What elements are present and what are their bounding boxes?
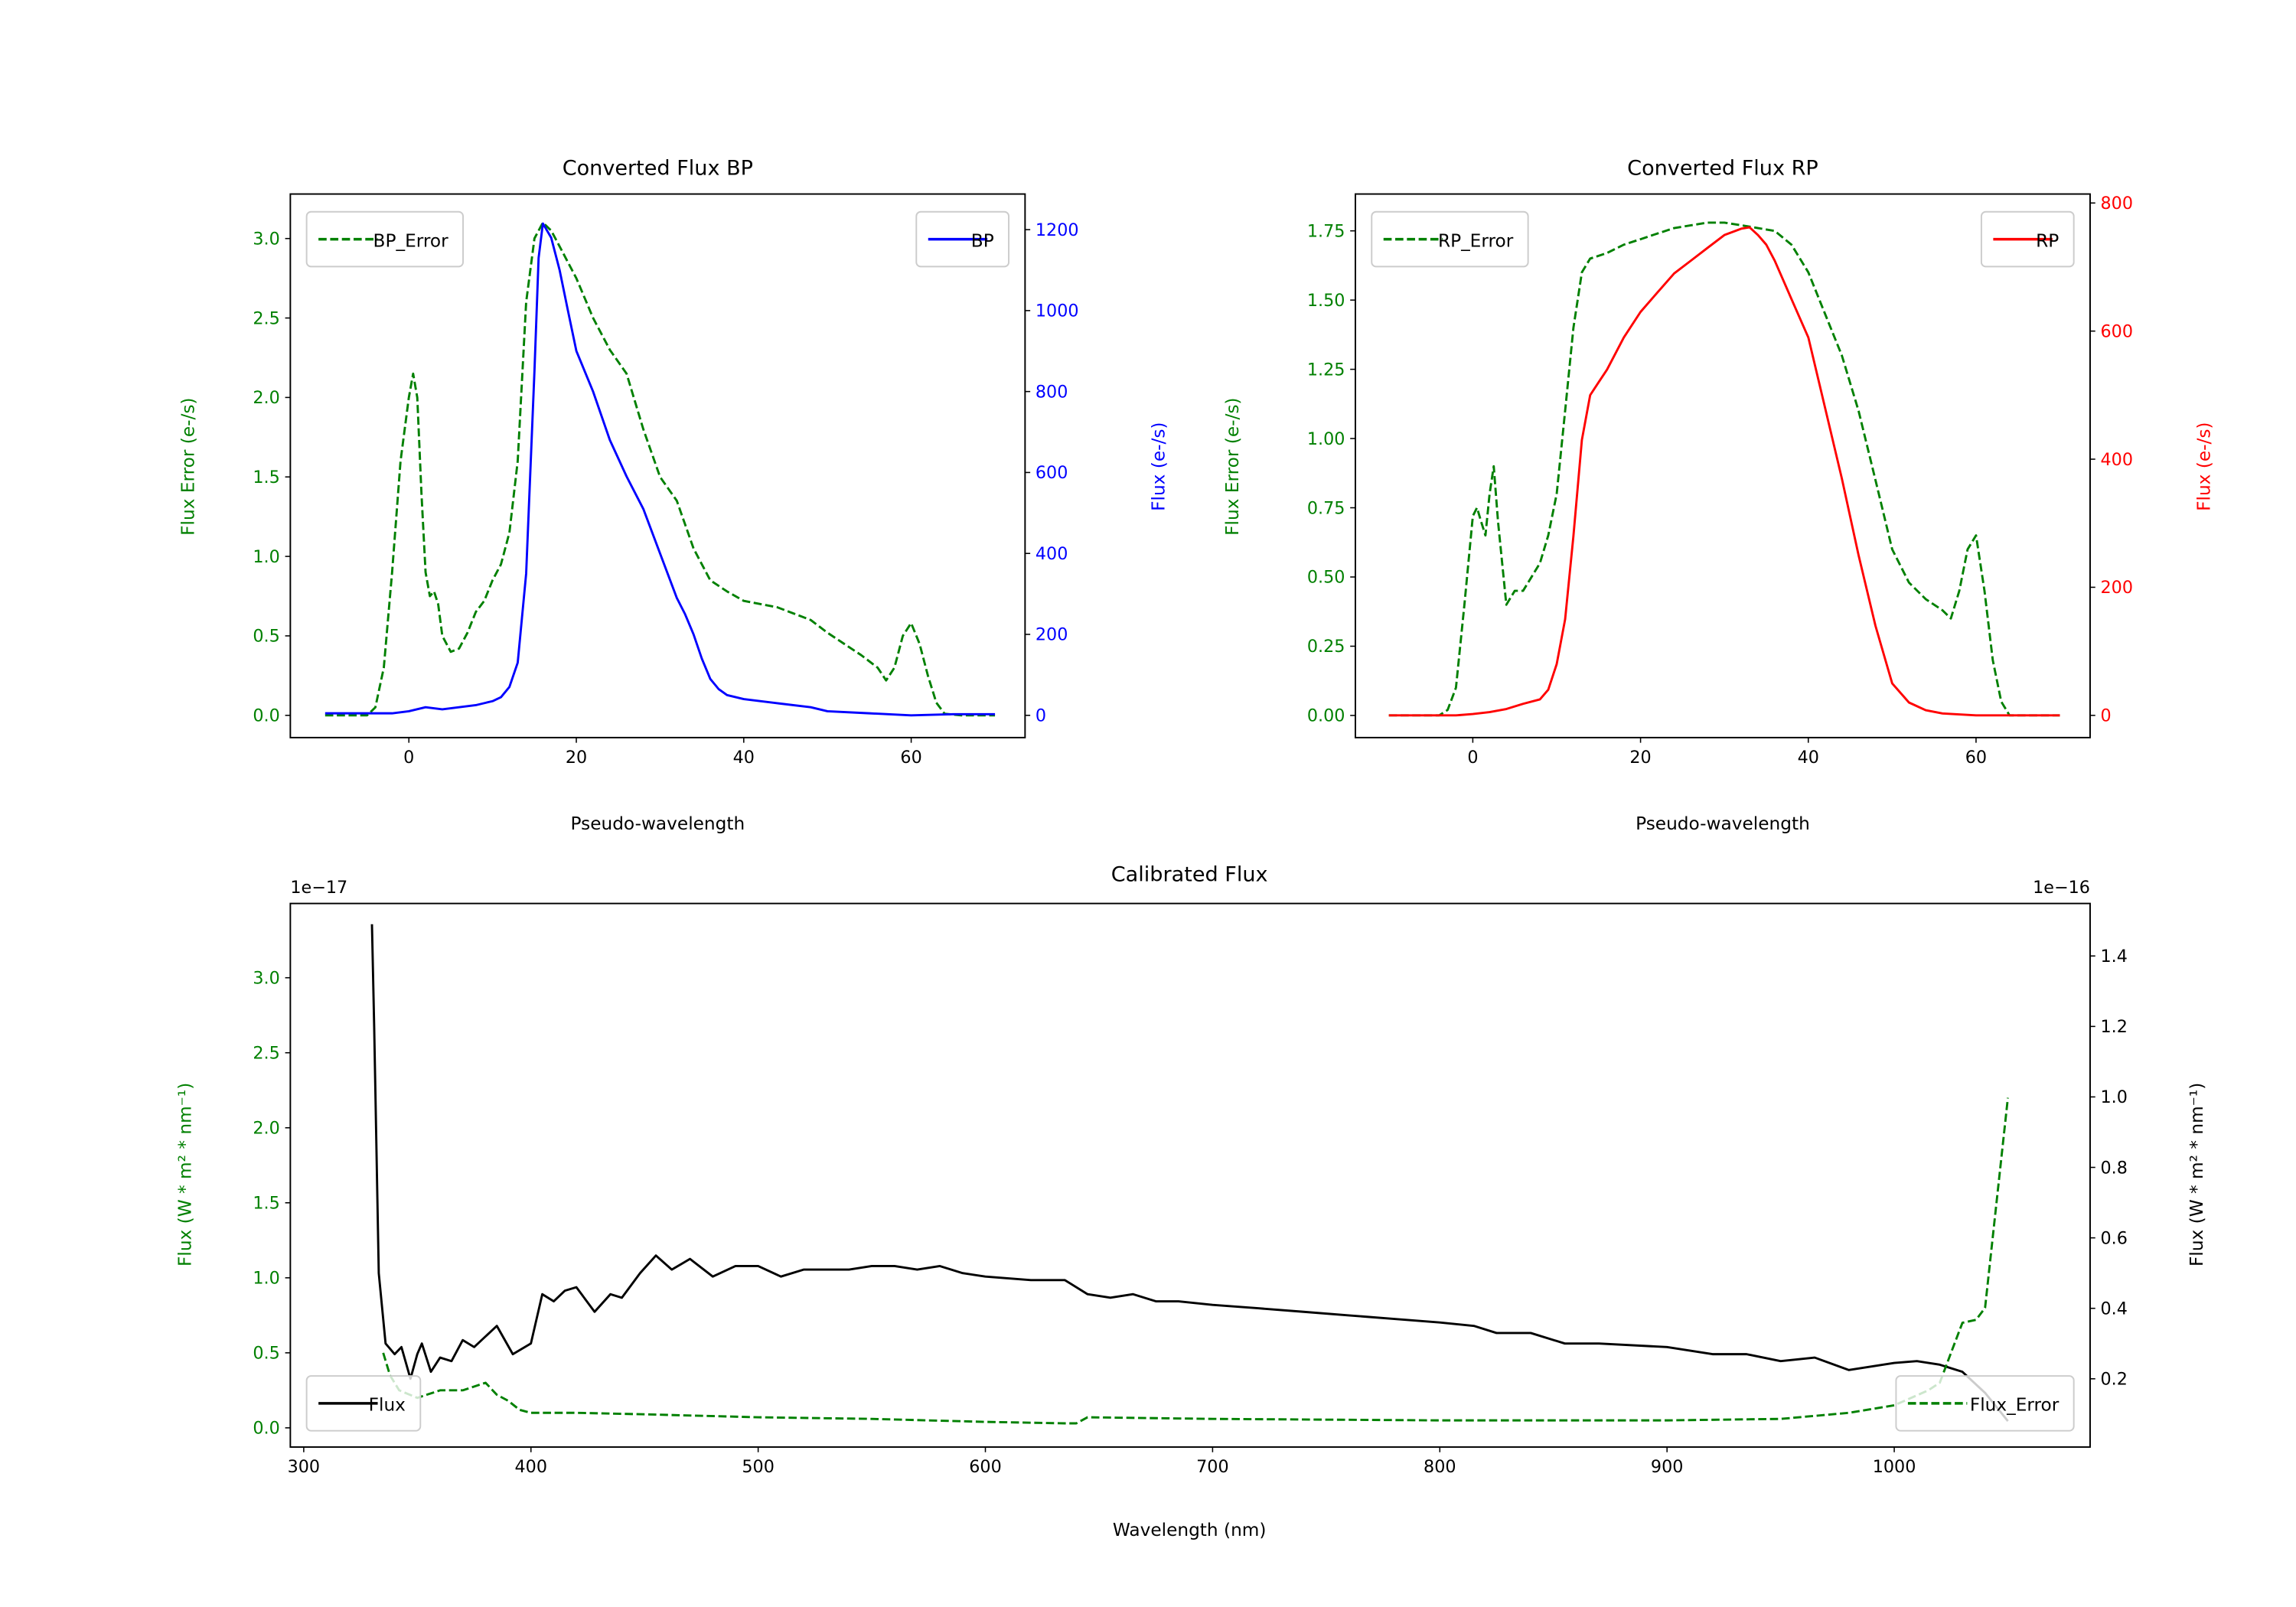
legend-box	[1895, 1375, 2075, 1432]
x-tick-label: 400	[515, 1457, 547, 1477]
x-tick-label: 40	[1798, 748, 1819, 768]
y-axis-label-right: Flux (e-/s)	[1148, 422, 1169, 511]
x-tick-label: 0	[1467, 748, 1478, 768]
axes-frame	[1355, 193, 2091, 738]
y-tick-label-right: 1.4	[2101, 947, 2128, 966]
y-tick-label-left: 0.75	[1307, 498, 1345, 518]
y-tick-label-left: 1.75	[1307, 221, 1345, 241]
chart-title: Calibrated Flux	[1111, 863, 1268, 887]
legend-label: BP	[971, 230, 994, 251]
legend-box	[305, 210, 464, 268]
legend-bp-error: BP_Error	[305, 210, 464, 268]
legend-rp-error: RP_Error	[1371, 210, 1529, 268]
chart-title: Converted Flux BP	[563, 156, 753, 180]
y-tick-label-left: 0.0	[253, 1419, 279, 1439]
legend-flux-error: Flux_Error	[1895, 1375, 2075, 1432]
x-tick-label: 700	[1196, 1457, 1228, 1477]
x-tick-label: 60	[1965, 748, 1987, 768]
x-tick-label: 1000	[1873, 1457, 1916, 1477]
legend-bp: BP	[915, 210, 1010, 268]
y-tick-label-left: 0.00	[1307, 706, 1345, 726]
x-tick-label: 800	[1424, 1457, 1456, 1477]
y-axis-label-left: Flux Error (e-/s)	[178, 398, 199, 536]
x-tick-label: 300	[288, 1457, 320, 1477]
y-tick-label-left: 0.25	[1307, 637, 1345, 657]
y-axis-label-right: Flux (e-/s)	[2194, 422, 2215, 511]
subplot-calibrated: Calibrated Flux Wavelength (nm) Flux (W …	[175, 863, 2207, 1540]
y-tick-label-right: 800	[2101, 194, 2133, 214]
legend-rp: RP	[1980, 210, 2075, 268]
y-tick-label-left: 2.0	[253, 388, 279, 408]
y-tick-label-left: 0.50	[1307, 568, 1345, 588]
series-line-rp	[1388, 226, 2060, 717]
legend-box	[1371, 210, 1529, 268]
y-tick-label-left: 1.5	[253, 1194, 279, 1214]
legend-label: RP_Error	[1438, 230, 1514, 251]
legend-flux: Flux	[305, 1375, 422, 1432]
y-tick-label-right: 0.4	[2101, 1299, 2128, 1319]
y-tick-label-right: 1200	[1035, 220, 1079, 240]
series-line-flux-error	[382, 1097, 2009, 1425]
y-tick-label-right: 0.2	[2101, 1370, 2128, 1390]
y-tick-label-left: 2.5	[253, 308, 279, 328]
y-tick-label-right: 0.6	[2101, 1228, 2128, 1248]
legend-label: Flux	[369, 1395, 406, 1416]
x-tick-label: 0	[403, 748, 414, 768]
y-tick-label-right: 600	[2101, 321, 2133, 341]
y-tick-label-right: 800	[1035, 382, 1068, 402]
x-axis-label: Pseudo-wavelength	[1636, 813, 1810, 834]
y-tick-label-right: 0	[1035, 706, 1046, 726]
chart-title: Converted Flux RP	[1627, 156, 1818, 180]
y-tick-label-left: 0.0	[253, 706, 279, 726]
x-tick-label: 500	[742, 1457, 774, 1477]
y-tick-label-left: 2.5	[253, 1043, 279, 1063]
y-tick-label-left: 1.00	[1307, 429, 1345, 449]
axes-frame	[289, 193, 1026, 738]
y-tick-label-right: 0	[2101, 706, 2112, 726]
x-tick-label: 60	[900, 748, 921, 768]
y-tick-label-right: 400	[1035, 544, 1068, 564]
x-tick-label: 20	[566, 748, 587, 768]
subplot-rp: Converted Flux RP Pseudo-wavelength Flux…	[1222, 156, 2215, 833]
legend-label: RP	[2036, 230, 2059, 251]
series-line-bp-error	[325, 221, 996, 717]
y-tick-label-left: 3.0	[253, 229, 279, 249]
y-tick-label-right: 200	[1035, 625, 1068, 645]
y-tick-label-right: 1000	[1035, 302, 1079, 321]
y-tick-label-left: 2.0	[253, 1118, 279, 1138]
axes-frame	[289, 902, 2091, 1448]
legend-label: BP_Error	[373, 230, 449, 251]
y-axis-label-right: Flux (W * m² * nm⁻¹)	[2187, 1083, 2207, 1266]
x-tick-label: 20	[1629, 748, 1651, 768]
y-tick-label-left: 0.5	[253, 627, 279, 647]
y-tick-label-right: 1.0	[2101, 1087, 2128, 1107]
y-tick-label-left: 3.0	[253, 968, 279, 988]
series-line-rp-error	[1388, 221, 2060, 717]
subplot-bp: Converted Flux BP Pseudo-wavelength Flux…	[178, 156, 1169, 833]
x-tick-label: 600	[969, 1457, 1001, 1477]
offset-label-right: 1e−16	[2033, 878, 2090, 898]
series-line-flux	[370, 924, 2009, 1423]
y-axis-label-left: Flux Error (e-/s)	[1222, 398, 1243, 536]
y-tick-label-right: 1.2	[2101, 1017, 2128, 1037]
y-axis-label-left: Flux (W * m² * nm⁻¹)	[175, 1083, 196, 1266]
y-tick-label-left: 1.0	[253, 547, 279, 567]
x-axis-label: Wavelength (nm)	[1113, 1520, 1267, 1540]
x-tick-label: 40	[733, 748, 755, 768]
y-tick-label-left: 1.50	[1307, 291, 1345, 311]
legend-label: Flux_Error	[1970, 1395, 2060, 1416]
x-tick-label: 900	[1651, 1457, 1683, 1477]
y-tick-label-left: 1.0	[253, 1269, 279, 1289]
y-tick-label-left: 1.25	[1307, 360, 1345, 380]
y-tick-label-left: 0.5	[253, 1344, 279, 1364]
y-tick-label-left: 1.5	[253, 468, 279, 487]
y-tick-label-right: 200	[2101, 578, 2133, 598]
y-tick-label-right: 400	[2101, 450, 2133, 470]
y-tick-label-right: 0.8	[2101, 1158, 2128, 1178]
x-axis-label: Pseudo-wavelength	[571, 813, 745, 834]
series-line-bp	[325, 222, 996, 717]
y-tick-label-right: 600	[1035, 463, 1068, 483]
offset-label-left: 1e−17	[290, 878, 347, 898]
